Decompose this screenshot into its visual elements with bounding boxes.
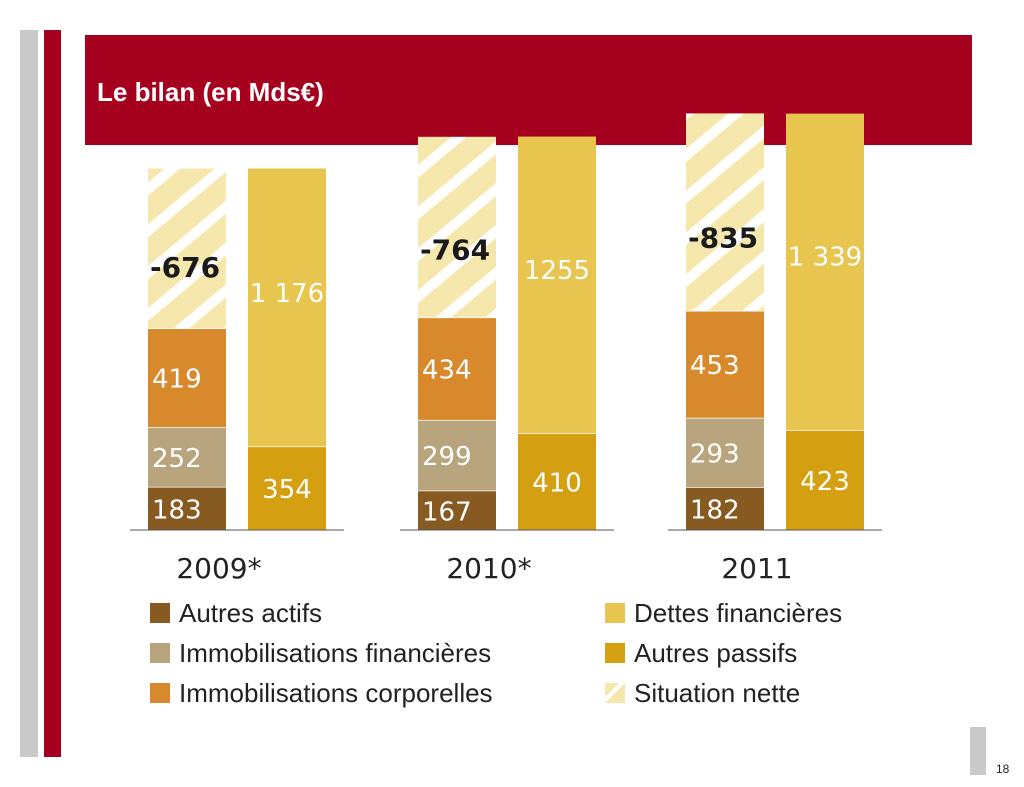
slide-title: Le bilan (en Mds€) bbox=[97, 77, 324, 107]
legend-item-situation-nette: Situation nette bbox=[605, 678, 800, 708]
balance-sheet-chart: 183 252 419 -676 354 1 176 2009* 167 299 434 -764 4… bbox=[130, 113, 882, 585]
value-label-immobilisations-financieres: 252 bbox=[152, 444, 202, 474]
value-label-immobilisations-financieres: 299 bbox=[422, 442, 472, 472]
legend-swatch-autres-actifs bbox=[150, 603, 170, 623]
bar-segment-immobilisations-corporelles bbox=[686, 310, 764, 418]
year-label: 2009* bbox=[176, 552, 261, 585]
bar-segment-dettes-financieres bbox=[248, 168, 326, 447]
legend-label: Autres passifs bbox=[634, 637, 798, 668]
decorative-grey-stripe bbox=[20, 30, 38, 757]
value-label-dettes-financieres: 1 176 bbox=[250, 279, 324, 309]
bar-segment-immobilisations-corporelles bbox=[148, 328, 226, 428]
legend-swatch-autres-passifs bbox=[605, 643, 625, 663]
bar-segment-immobilisations-financieres bbox=[418, 419, 496, 491]
value-label-autres-actifs: 167 bbox=[422, 497, 472, 527]
bar-segment-dettes-financieres bbox=[786, 113, 864, 431]
bar-segment-situation-nette bbox=[148, 168, 226, 329]
legend-item-autres-actifs: Autres actifs bbox=[150, 598, 322, 628]
legend-item-dettes-financieres: Dettes financières bbox=[605, 598, 842, 628]
legend-item-immobilisations-financieres: Immobilisations financières bbox=[150, 638, 491, 668]
legend-label: Situation nette bbox=[634, 677, 801, 708]
bar-segment-autres-actifs bbox=[418, 490, 496, 530]
value-label-autres-actifs: 182 bbox=[690, 495, 740, 525]
value-label-immobilisations-corporelles: 453 bbox=[690, 351, 740, 381]
bar-segment-autres-passifs bbox=[248, 446, 326, 530]
legend-swatch-immobilisations-corporelles bbox=[150, 683, 170, 703]
legend-label: Autres actifs bbox=[179, 597, 323, 628]
legend-label: Dettes financières bbox=[634, 597, 843, 628]
bar-segment-autres-actifs bbox=[148, 486, 226, 530]
page-number-bar bbox=[970, 727, 986, 775]
year-label: 2010* bbox=[446, 552, 531, 585]
bar-segment-immobilisations-financieres bbox=[148, 427, 226, 487]
page-number: 18 bbox=[996, 762, 1010, 776]
value-label-immobilisations-corporelles: 434 bbox=[422, 356, 472, 386]
value-label-autres-actifs: 183 bbox=[152, 495, 202, 525]
value-label-autres-passifs: 410 bbox=[532, 469, 582, 499]
value-label-immobilisations-corporelles: 419 bbox=[152, 365, 202, 395]
bar-segment-immobilisations-financieres bbox=[686, 417, 764, 487]
bar-segment-autres-passifs bbox=[786, 430, 864, 530]
legend-item-autres-passifs: Autres passifs bbox=[605, 638, 797, 668]
value-label-dettes-financieres: 1 339 bbox=[788, 243, 862, 273]
chart-legend: Autres actifs Immobilisations financière… bbox=[150, 598, 890, 710]
value-label-dettes-financieres: 1255 bbox=[524, 256, 590, 286]
value-label-autres-passifs: 354 bbox=[262, 475, 312, 505]
legend-item-immobilisations-corporelles: Immobilisations corporelles bbox=[150, 678, 493, 708]
value-label-situation-nette: -835 bbox=[688, 222, 758, 255]
bar-segment-immobilisations-corporelles bbox=[418, 317, 496, 420]
legend-label: Immobilisations corporelles bbox=[179, 677, 493, 708]
legend-swatch-dettes-financieres bbox=[605, 603, 625, 623]
legend-swatch-situation-nette bbox=[605, 683, 625, 703]
value-label-autres-passifs: 423 bbox=[800, 467, 850, 497]
value-label-situation-nette: -764 bbox=[420, 234, 490, 267]
bar-segment-situation-nette bbox=[686, 113, 764, 311]
bar-segment-dettes-financieres bbox=[518, 136, 596, 434]
bar-segment-situation-nette bbox=[418, 136, 496, 318]
legend-label: Immobilisations financières bbox=[179, 637, 492, 668]
value-label-immobilisations-financieres: 293 bbox=[690, 439, 740, 469]
bar-segment-autres-passifs bbox=[518, 433, 596, 530]
value-label-situation-nette: -676 bbox=[150, 251, 220, 284]
decorative-red-stripe bbox=[44, 30, 61, 757]
legend-swatch-immobilisations-financieres bbox=[150, 643, 170, 663]
year-label: 2011 bbox=[721, 552, 792, 585]
bar-segment-autres-actifs bbox=[686, 486, 764, 530]
